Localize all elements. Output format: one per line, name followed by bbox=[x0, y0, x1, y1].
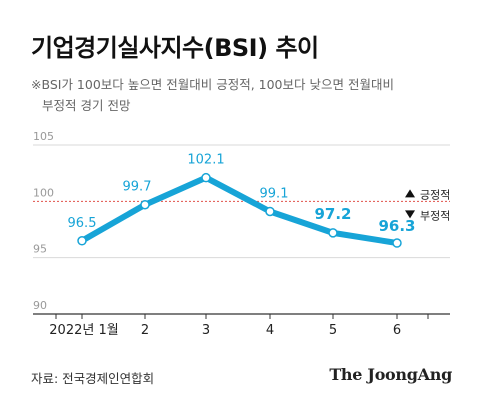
up-label: 긍정적 bbox=[420, 188, 450, 201]
data-point bbox=[392, 238, 402, 248]
note-line-1: ※BSI가 100보다 높으면 전월대비 긍정적, 100보다 낮으면 전월대비 bbox=[31, 77, 394, 92]
data-point bbox=[140, 199, 150, 210]
brand-logo: The JoongAng bbox=[329, 365, 452, 384]
note-line-2: 부정적 경기 전망 bbox=[42, 98, 131, 113]
y-tick-label: 95 bbox=[33, 243, 47, 256]
data-label: 99.1 bbox=[260, 186, 289, 201]
series-line bbox=[79, 174, 400, 247]
x-tick-label: 3 bbox=[202, 323, 210, 338]
up-triangle-icon bbox=[405, 189, 415, 198]
data-label: 96.3 bbox=[378, 217, 415, 235]
x-tick-label: 2022년 1월 bbox=[49, 323, 118, 338]
data-label: 97.2 bbox=[314, 205, 351, 223]
data-point bbox=[265, 206, 275, 217]
chart-title: 기업경기실사지수(BSI) 추이 bbox=[31, 34, 319, 62]
x-tick-label: 2 bbox=[141, 323, 149, 338]
chart-note: ※BSI가 100보다 높으면 전월대비 긍정적, 100보다 낮으면 전월대비… bbox=[31, 74, 461, 116]
data-point bbox=[328, 228, 338, 238]
data-point bbox=[77, 236, 87, 246]
data-label: 96.5 bbox=[68, 216, 97, 231]
data-label: 102.1 bbox=[187, 153, 224, 168]
y-tick-label: 100 bbox=[33, 186, 54, 199]
y-tick-label: 105 bbox=[33, 130, 54, 143]
source-note: 자료: 전국경제인연합회 bbox=[31, 371, 155, 386]
x-tick-label: 5 bbox=[329, 323, 337, 338]
x-tick-label: 6 bbox=[393, 323, 401, 338]
down-triangle-icon bbox=[405, 210, 415, 219]
down-label: 부정적 bbox=[420, 209, 450, 222]
y-tick-label: 90 bbox=[33, 299, 47, 312]
x-tick-label: 4 bbox=[266, 323, 274, 338]
data-point bbox=[201, 172, 211, 183]
data-label: 99.7 bbox=[123, 180, 152, 195]
